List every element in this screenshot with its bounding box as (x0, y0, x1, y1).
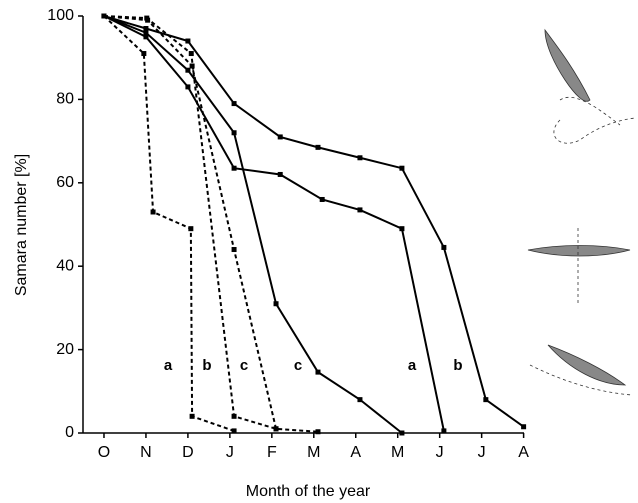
point-marker (399, 431, 404, 436)
point-marker (441, 245, 446, 250)
point-marker (320, 197, 325, 202)
series-label: c (240, 357, 248, 374)
series-line (104, 16, 402, 433)
point-marker (315, 145, 320, 150)
point-marker (145, 18, 150, 23)
point-marker (190, 414, 195, 419)
x-tick-label: M (307, 444, 320, 461)
point-marker (232, 428, 237, 433)
y-tick-label: 100 (47, 7, 74, 24)
point-marker (483, 397, 488, 402)
x-tick-label: D (182, 444, 194, 461)
series-line (104, 16, 444, 431)
y-tick-label: 20 (56, 341, 74, 358)
point-marker (188, 226, 193, 231)
point-marker (232, 166, 237, 171)
y-tick-label: 60 (56, 174, 74, 191)
point-marker (143, 26, 148, 31)
x-tick-label: J (226, 444, 234, 461)
point-marker (189, 51, 194, 56)
point-marker (315, 429, 320, 434)
series-label: b (202, 357, 211, 374)
series-label: c (294, 357, 302, 374)
point-marker (143, 34, 148, 39)
series-label: a (408, 357, 417, 374)
series-label: a (164, 357, 173, 374)
point-marker (357, 397, 362, 402)
point-marker (232, 247, 237, 252)
x-tick-label: J (436, 444, 444, 461)
y-axis-label: Samara number [%] (13, 154, 30, 296)
point-marker (185, 68, 190, 73)
point-marker (274, 301, 279, 306)
series-line (104, 16, 276, 429)
samara-icon (528, 246, 630, 257)
y-tick-label: 0 (65, 424, 74, 441)
point-marker (185, 84, 190, 89)
point-marker (232, 130, 237, 135)
x-tick-label: A (350, 444, 361, 461)
point-marker (101, 14, 106, 19)
point-marker (185, 39, 190, 44)
point-marker (151, 209, 156, 214)
point-marker (441, 428, 446, 433)
x-tick-label: O (98, 444, 110, 461)
point-marker (399, 166, 404, 171)
point-marker (357, 155, 362, 160)
x-axis-label: Month of the year (246, 483, 371, 500)
point-marker (232, 101, 237, 106)
point-marker (274, 426, 279, 431)
y-tick-label: 40 (56, 257, 74, 274)
point-marker (521, 424, 526, 429)
samara-icon (548, 345, 625, 385)
point-marker (278, 172, 283, 177)
point-marker (357, 207, 362, 212)
series-label: b (453, 357, 462, 374)
x-tick-label: A (518, 444, 529, 461)
flight-path (554, 97, 635, 143)
point-marker (399, 226, 404, 231)
y-tick-label: 80 (56, 91, 74, 108)
samara-icon (545, 30, 590, 101)
x-tick-label: F (267, 444, 277, 461)
point-marker (141, 51, 146, 56)
point-marker (278, 134, 283, 139)
x-tick-label: J (478, 444, 486, 461)
x-tick-label: M (391, 444, 404, 461)
x-tick-label: N (140, 444, 152, 461)
chart: Samara number [%] Month of the year 0 20 4… (0, 0, 638, 503)
samara-icons (528, 30, 635, 395)
point-marker (315, 370, 320, 375)
point-marker (232, 414, 237, 419)
